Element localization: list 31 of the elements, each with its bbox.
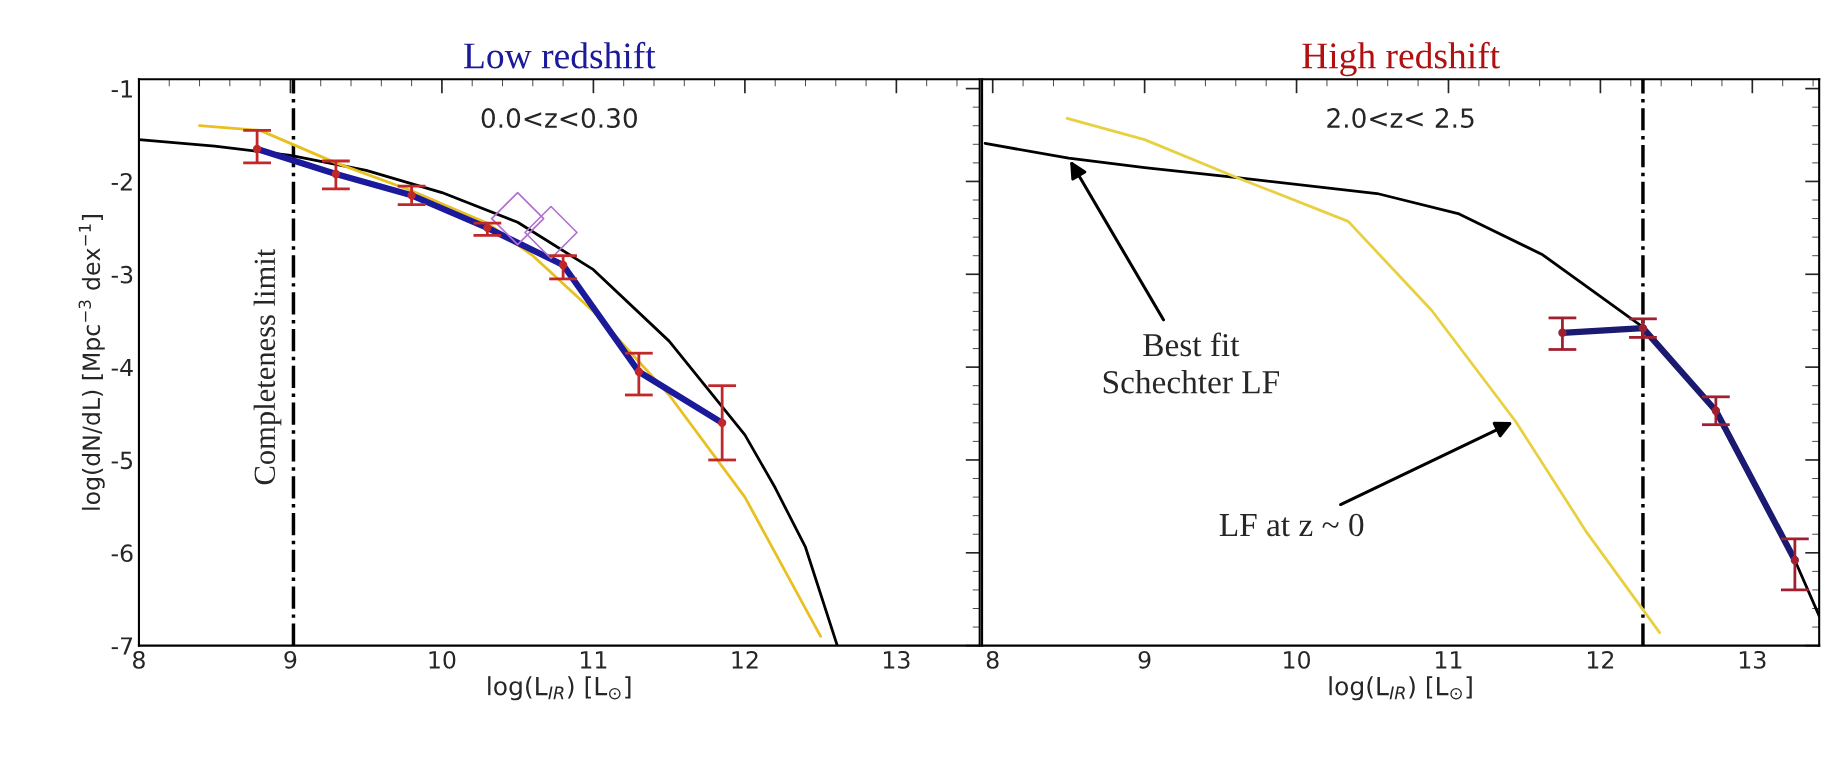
x-tick-label: 13 bbox=[1739, 650, 1766, 669]
y-tick-label: -2 bbox=[111, 172, 132, 191]
x-tick-label: 12 bbox=[732, 650, 758, 669]
y-tick-label: -1 bbox=[111, 80, 132, 98]
x-tick-label: 9 bbox=[284, 650, 297, 669]
y-tick-label: -3 bbox=[111, 265, 133, 284]
y-tick-label: -5 bbox=[111, 451, 133, 470]
x-tick-label: 8 bbox=[986, 650, 999, 669]
annotation: Best fit Schechter LF bbox=[1103, 332, 1279, 394]
x-tick-label: 11 bbox=[580, 651, 607, 669]
point bbox=[524, 205, 578, 260]
x-tick-label: 13 bbox=[883, 650, 910, 669]
annotation: 2.0<z< 2.5 bbox=[1327, 108, 1474, 129]
x-tick-label: 10 bbox=[1284, 650, 1311, 669]
y-tick-label: -7 bbox=[111, 637, 133, 655]
x-tick-label: 9 bbox=[1138, 650, 1151, 669]
x-axis-title: log(L$_{IR}$) [L$_{⊙}$] bbox=[488, 676, 631, 701]
chart-title: Low redshift bbox=[464, 41, 656, 69]
x-tick-label: 10 bbox=[429, 650, 456, 669]
y-tick-label: -4 bbox=[111, 358, 133, 377]
x-tick-label: 8 bbox=[133, 650, 145, 669]
annotation: 0.0<z<0.30 bbox=[481, 108, 637, 129]
point bbox=[490, 191, 545, 246]
chart-title: High redshift bbox=[1302, 41, 1500, 77]
x-tick-label: 12 bbox=[1587, 650, 1614, 669]
y-tick-label: -6 bbox=[111, 544, 133, 563]
y-axis-title: log(dN/dL) [Mpc$^{−3}$ dex$^{−1}$] bbox=[78, 215, 105, 510]
ref-line-label: Completeness limit bbox=[253, 248, 282, 485]
annotation: LF at z ~ 0 bbox=[1219, 513, 1364, 537]
x-tick-label: 11 bbox=[1436, 651, 1462, 669]
x-axis-title: log(L$_{IR}$) [L$_{⊙}$] bbox=[1329, 676, 1472, 701]
